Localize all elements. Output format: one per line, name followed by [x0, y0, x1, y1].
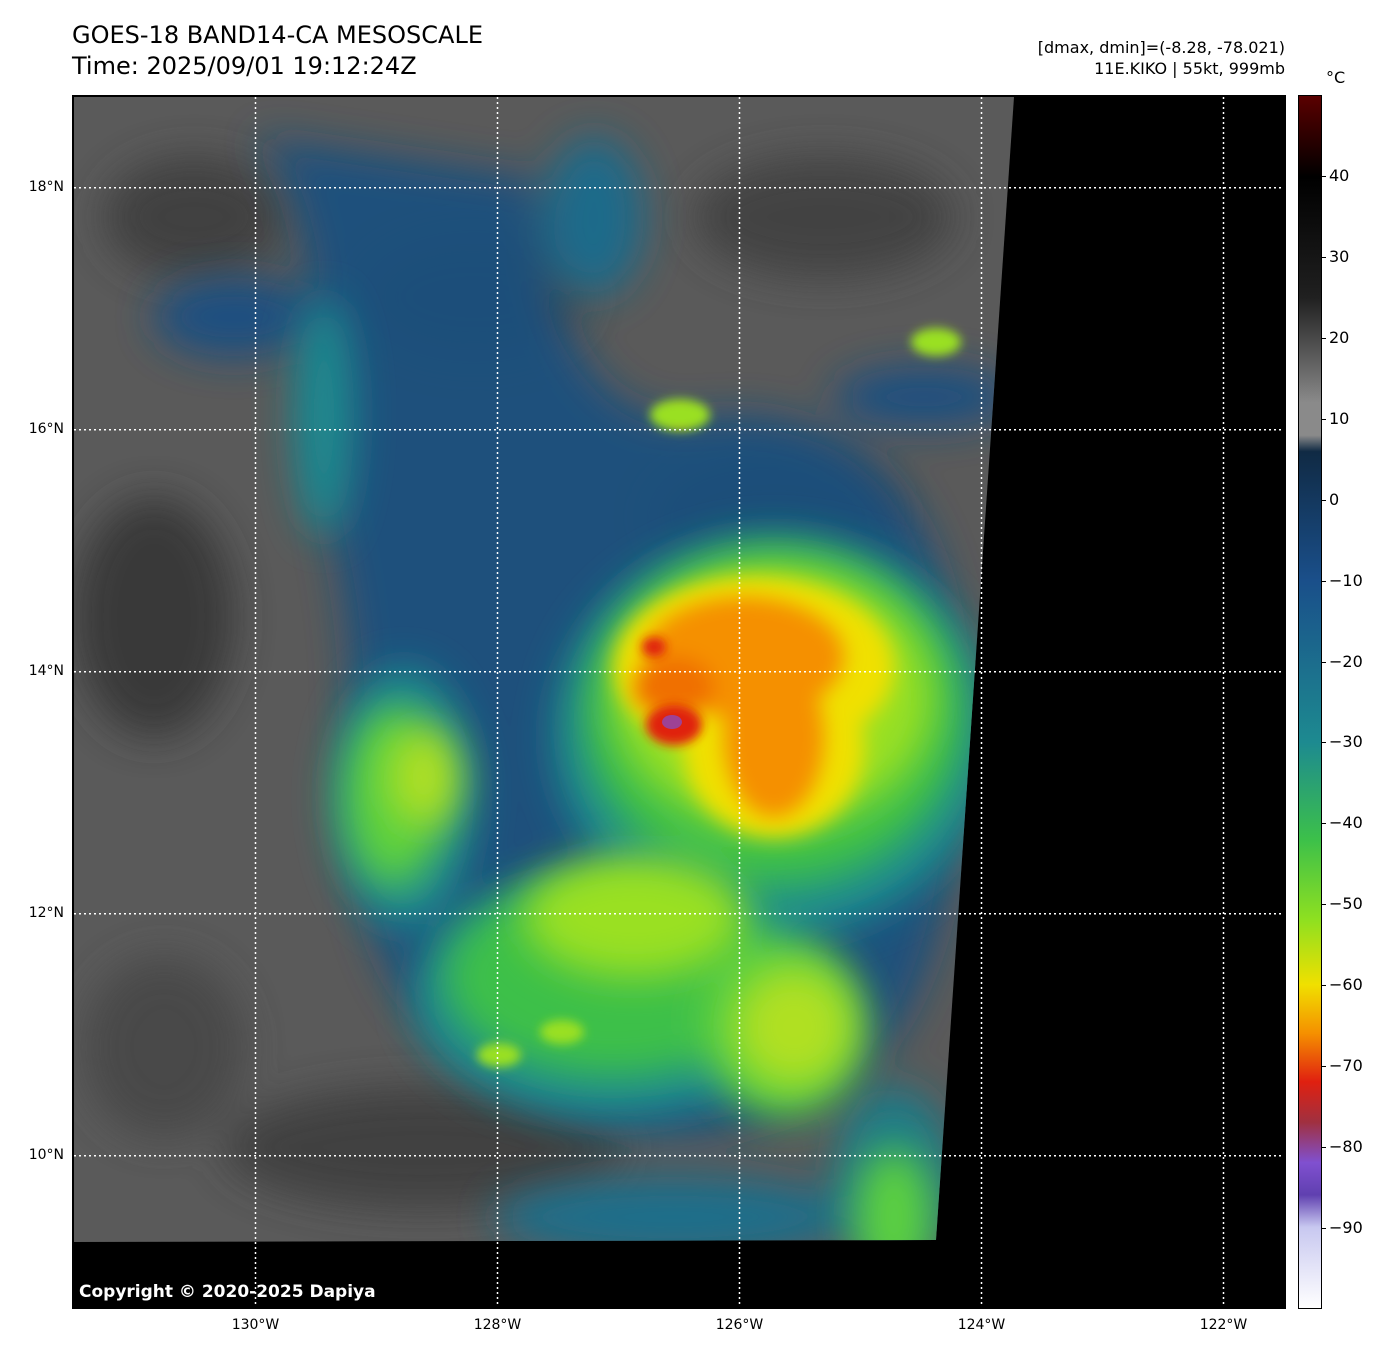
lat-label: 10°N: [28, 1146, 64, 1163]
temperature-colorbar: [1298, 95, 1322, 1309]
colorbar-tick-label: −30: [1329, 732, 1363, 752]
colorbar-tick-label: 0: [1329, 489, 1340, 509]
colorbar-tickmark: [1322, 1228, 1326, 1230]
satellite-imagery: [74, 97, 1284, 1307]
lat-label: 14°N: [28, 662, 64, 679]
colorbar-tickmark: [1322, 580, 1326, 582]
graticule: [74, 97, 1284, 1307]
cloud-swath: [74, 97, 1014, 1242]
satellite-map[interactable]: Copyright © 2020-2025 Dapiya: [72, 95, 1286, 1309]
colorbar-tickmark: [1322, 337, 1326, 339]
lon-label: 124°W: [957, 1317, 1006, 1333]
colorbar-tick-label: −40: [1329, 813, 1363, 833]
colorbar-tick-label: −20: [1329, 651, 1363, 671]
lon-label: 126°W: [715, 1317, 764, 1333]
colorbar-tickmark: [1322, 1066, 1326, 1068]
colorbar-tick-label: 40: [1329, 165, 1350, 185]
colorbar-tickmark: [1322, 742, 1326, 744]
colorbar-tickmark: [1322, 175, 1326, 177]
colorbar-tick-label: −80: [1329, 1137, 1363, 1157]
colorbar-tickmark: [1322, 256, 1326, 258]
lon-label: 130°W: [231, 1317, 280, 1333]
colorbar-tick-label: 30: [1329, 246, 1350, 266]
colorbar-unit: °C: [1326, 68, 1346, 87]
colorbar-tickmark: [1322, 661, 1326, 663]
colorbar-tick-label: −90: [1329, 1218, 1363, 1238]
colorbar-tick-label: 10: [1329, 408, 1350, 428]
copyright-text: Copyright © 2020-2025 Dapiya: [79, 1282, 376, 1302]
colorbar-tick-label: 20: [1329, 327, 1350, 347]
title-line2: Time: 2025/09/01 19:12:24Z: [72, 52, 417, 80]
colorbar-tick-label: −60: [1329, 975, 1363, 995]
storm-info: 11E.KIKO | 55kt, 999mb: [1094, 59, 1285, 78]
colorbar-tickmark: [1322, 904, 1326, 906]
lat-label: 16°N: [28, 420, 64, 437]
lat-label: 12°N: [28, 904, 64, 921]
lat-label: 18°N: [28, 178, 64, 195]
colorbar-tickmark: [1322, 499, 1326, 501]
lon-label: 122°W: [1199, 1317, 1248, 1333]
colorbar-tickmark: [1322, 985, 1326, 987]
colorbar-tick-label: −70: [1329, 1056, 1363, 1076]
colorbar-tickmark: [1322, 418, 1326, 420]
colorbar-tick-label: −10: [1329, 570, 1363, 590]
title-line1: GOES-18 BAND14-CA MESOSCALE: [72, 21, 483, 49]
colorbar-tickmark: [1322, 1147, 1326, 1149]
colorbar-tickmark: [1322, 823, 1326, 825]
colorbar-tick-label: −50: [1329, 894, 1363, 914]
dmax-dmin-readout: [dmax, dmin]=(-8.28, -78.021): [1037, 38, 1285, 57]
lon-label: 128°W: [473, 1317, 522, 1333]
